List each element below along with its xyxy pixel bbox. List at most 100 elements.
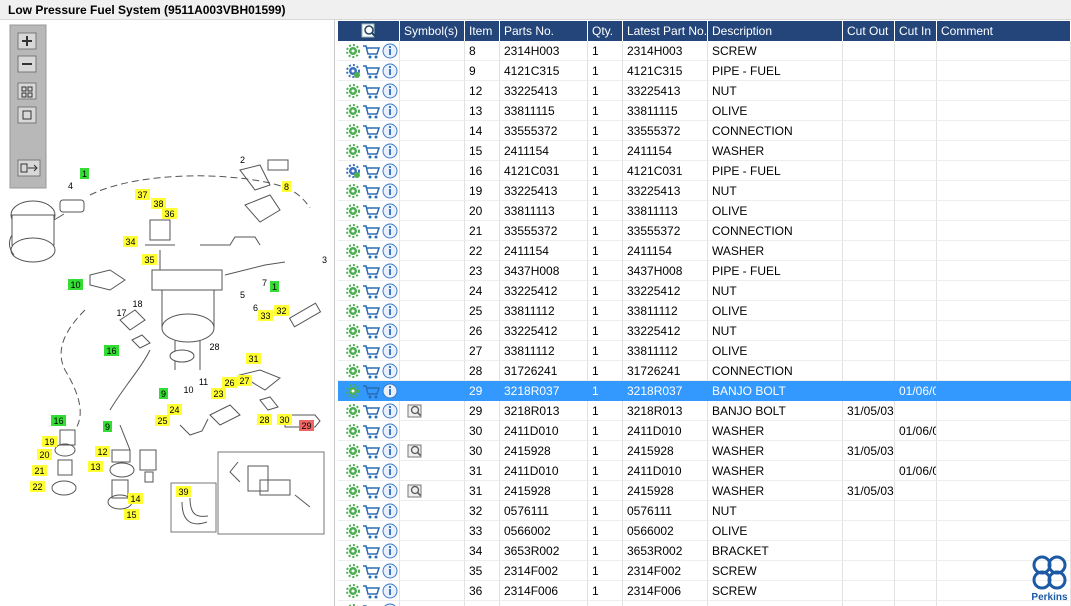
latest-part-no-cell: 31726241: [623, 361, 708, 381]
qty-cell: 1: [588, 241, 623, 261]
qty-cell: 1: [588, 81, 623, 101]
row-actions: [338, 161, 400, 181]
row-icons[interactable]: [342, 361, 400, 381]
description-cell: OLIVE: [708, 201, 843, 221]
row-actions: [338, 541, 400, 561]
cut-out-cell: [843, 321, 895, 341]
cut-in-cell: 01/06/0: [895, 461, 937, 481]
row-icons[interactable]: [342, 421, 400, 441]
row-icons[interactable]: [342, 401, 400, 421]
description-cell: WASHER: [708, 241, 843, 261]
latest-part-no-cell: 3437H008: [623, 261, 708, 281]
symbol-icon[interactable]: [404, 401, 426, 421]
cut-in-cell: 01/06/0: [895, 421, 937, 441]
symbol-cell: [400, 241, 465, 261]
row-icons[interactable]: [342, 321, 400, 341]
row-icons[interactable]: [342, 561, 400, 581]
symbol-cell: [400, 101, 465, 121]
detail-inset: [217, 451, 325, 535]
row-icons[interactable]: [342, 441, 400, 461]
row-icons[interactable]: [342, 41, 400, 61]
row-icons[interactable]: [342, 141, 400, 161]
comment-cell: [937, 101, 1071, 121]
row-icons[interactable]: [342, 581, 400, 601]
description-cell: PIPE - FUEL: [708, 61, 843, 81]
symbol-cell: [400, 561, 465, 581]
cut-in-cell: [895, 121, 937, 141]
description-cell: BRACKET: [708, 541, 843, 561]
description-cell: WASHER: [708, 461, 843, 481]
fit-button[interactable]: [17, 82, 37, 100]
callout-label: 28: [259, 415, 269, 425]
callout-label: 1: [82, 169, 87, 179]
qty-cell: 1: [588, 381, 623, 401]
comment-cell: [937, 81, 1071, 101]
latest-part-no-cell: 33225412: [623, 281, 708, 301]
callout-box: [282, 181, 291, 192]
callout-box: [162, 208, 177, 219]
search-icon[interactable]: [342, 21, 398, 41]
description-cell: CONNECTION: [708, 121, 843, 141]
row-icons[interactable]: [342, 481, 400, 501]
row-icons[interactable]: [342, 601, 400, 606]
empty-cell: [588, 601, 623, 606]
row-icons[interactable]: [342, 521, 400, 541]
row-actions: [338, 301, 400, 321]
row-icons[interactable]: [342, 241, 400, 261]
row-icons[interactable]: [342, 281, 400, 301]
row-icons[interactable]: [342, 341, 400, 361]
callout-label: 24: [169, 405, 179, 415]
row-icons[interactable]: [342, 461, 400, 481]
callout-label: 31: [248, 354, 258, 364]
row-icons[interactable]: [342, 61, 400, 81]
callout-label: 27: [239, 376, 249, 386]
cut-out-cell: [843, 421, 895, 441]
latest-part-no-cell: 3218R037: [623, 381, 708, 401]
row-icons[interactable]: [342, 501, 400, 521]
comment-cell: [937, 501, 1071, 521]
column-header: Parts No.: [500, 21, 588, 41]
callout-label: 2: [240, 155, 245, 165]
row-icons[interactable]: [342, 301, 400, 321]
callout-box: [32, 465, 47, 476]
description-cell: OLIVE: [708, 521, 843, 541]
callout-box: [246, 353, 261, 364]
row-actions: [338, 501, 400, 521]
comment-cell: [937, 201, 1071, 221]
cut-in-cell: [895, 221, 937, 241]
callout-label: 19: [44, 437, 54, 447]
cut-in-cell: [895, 441, 937, 461]
row-icons[interactable]: [342, 201, 400, 221]
row-icons[interactable]: [342, 261, 400, 281]
symbol-icon[interactable]: [404, 481, 426, 501]
row-icons[interactable]: [342, 121, 400, 141]
row-icons[interactable]: [342, 161, 400, 181]
callout-label: 17: [116, 308, 126, 318]
qty-cell: 1: [588, 561, 623, 581]
row-actions: [338, 421, 400, 441]
row-actions: [338, 121, 400, 141]
row-icons[interactable]: [342, 181, 400, 201]
symbol-icon[interactable]: [404, 441, 426, 461]
parts-list-panel: Symbol(s) Item Parts No. Qty. Latest Part No…: [338, 21, 1071, 606]
callout-label: 29: [301, 421, 311, 431]
row-icons[interactable]: [342, 381, 400, 401]
row-icons[interactable]: [342, 221, 400, 241]
cut-out-cell: [843, 341, 895, 361]
row-icons[interactable]: [342, 101, 400, 121]
row-icons[interactable]: [342, 81, 400, 101]
actual-size-button[interactable]: [17, 106, 37, 124]
cut-in-cell: [895, 201, 937, 221]
item-cell: 25: [465, 301, 500, 321]
description-cell: BANJO BOLT: [708, 401, 843, 421]
callout-label: 1: [272, 282, 277, 292]
callout-box: [176, 486, 191, 497]
empty-cell: [500, 601, 588, 606]
row-icons[interactable]: [342, 541, 400, 561]
part-no-cell: 33225412: [500, 321, 588, 341]
latest-part-no-cell: 2411154: [623, 241, 708, 261]
callout-box: [42, 436, 57, 447]
cut-in-cell: [895, 301, 937, 321]
item-cell: 29: [465, 401, 500, 421]
symbol-cell: [400, 121, 465, 141]
